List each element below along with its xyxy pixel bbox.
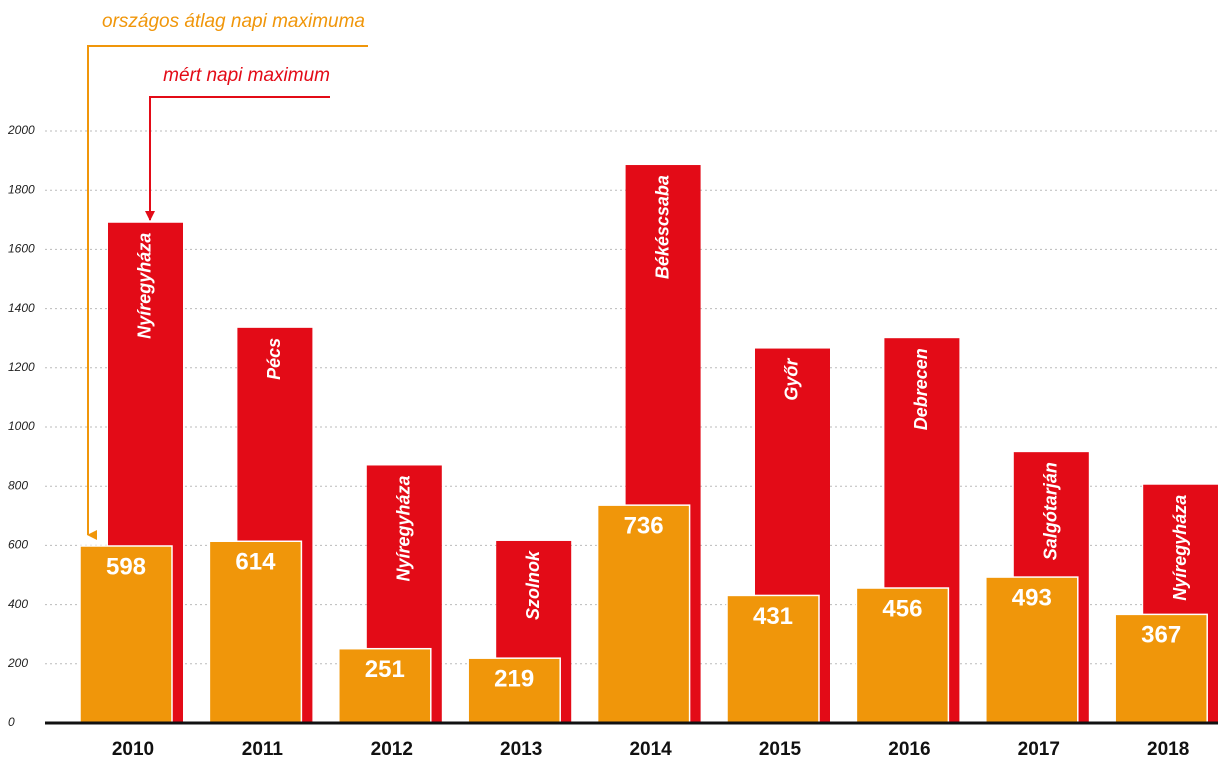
y-tick-label: 2000	[7, 123, 35, 137]
value-label: 598	[106, 553, 146, 580]
y-tick-label: 600	[8, 538, 28, 552]
y-tick-label: 1800	[8, 182, 35, 196]
legend-red: mért napi maximum	[150, 65, 330, 220]
y-tick-label: 800	[8, 478, 28, 492]
value-label: 367	[1141, 622, 1181, 649]
x-tick-label: 2014	[629, 739, 672, 760]
x-tick-label: 2017	[1018, 739, 1060, 760]
value-label: 493	[1012, 584, 1052, 611]
y-tick-label: 1600	[8, 242, 35, 256]
x-tick-label: 2010	[112, 739, 154, 760]
x-tick-label: 2016	[888, 739, 930, 760]
value-label: 431	[753, 603, 793, 630]
legend-label: országos átlag napi maximuma	[102, 11, 365, 32]
y-tick-label: 1000	[8, 419, 35, 433]
value-label: 456	[882, 595, 922, 622]
bar-city-label: Nyíregyháza	[394, 475, 414, 581]
x-tick-label: 2015	[759, 739, 802, 760]
value-label: 219	[494, 666, 534, 693]
value-label: 736	[624, 512, 664, 539]
chart: 0 200 400 600 800 1000 1200 1400 1600 1800 2000 20…	[0, 0, 1218, 760]
x-tick-label: 2018	[1147, 739, 1189, 760]
bar-city-label: Nyíregyháza	[135, 233, 155, 339]
bar-city-label: Debrecen	[911, 348, 931, 430]
value-label: 614	[235, 549, 276, 576]
x-tick-label: 2012	[371, 739, 413, 760]
x-tick-label: 2013	[500, 739, 542, 760]
y-tick-label: 400	[8, 597, 28, 611]
y-tick-label: 200	[7, 656, 28, 670]
bar-city-label: Nyíregyháza	[1170, 495, 1190, 601]
y-tick-label: 0	[8, 715, 15, 729]
bar-city-label: Pécs	[264, 338, 284, 380]
y-tick-label: 1400	[8, 301, 35, 315]
bar-city-label: Szolnok	[523, 550, 543, 620]
bar-city-label: Győr	[782, 358, 802, 401]
bar-city-label: Békéscsaba	[652, 175, 672, 279]
bars: 2010 Nyíregyháza 598 2011 Pécs 614 2012 Nyíregy…	[80, 165, 1218, 760]
x-tick-label: 2011	[242, 739, 284, 760]
bar-city-label: Salgótarján	[1041, 462, 1061, 560]
legend-arrow	[150, 97, 330, 220]
value-label: 251	[365, 656, 405, 683]
legend-label: mért napi maximum	[163, 65, 330, 86]
y-tick-label: 1200	[8, 360, 35, 374]
